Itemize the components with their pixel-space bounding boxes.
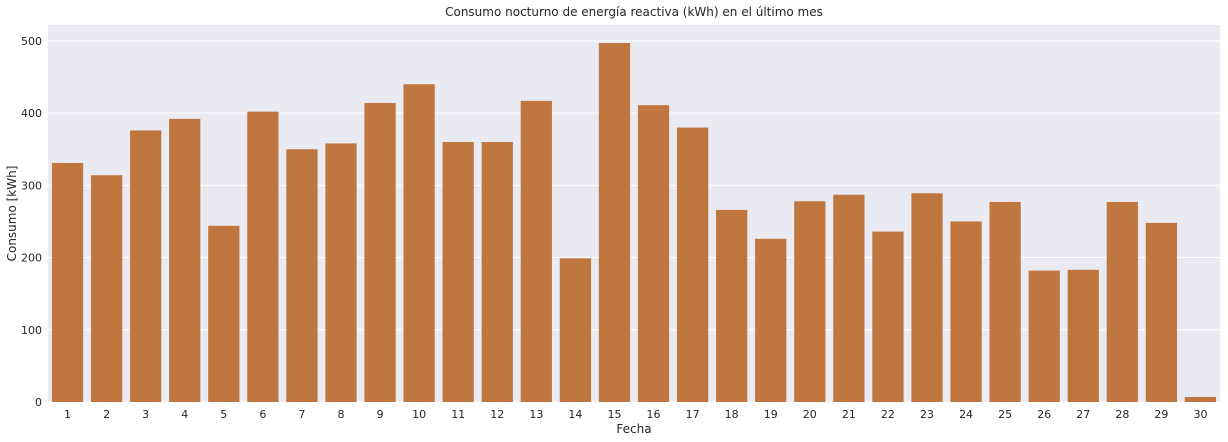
x-tick-label: 23 xyxy=(920,408,934,421)
bar-4 xyxy=(169,118,201,402)
x-tick-label: 13 xyxy=(529,408,543,421)
x-tick-label: 19 xyxy=(764,408,778,421)
bar-27 xyxy=(1067,269,1099,402)
x-tick-label: 3 xyxy=(142,408,149,421)
x-tick-label: 6 xyxy=(259,408,266,421)
bar-17 xyxy=(676,127,709,403)
bar-24 xyxy=(950,221,982,402)
x-tick-label: 18 xyxy=(725,408,739,421)
bar-16 xyxy=(637,105,670,403)
x-tick-labels: 1 2 3 4 5 6 7 8 9 10 11 12 13 14 15 16 17 18 19 20 21 22 23 24 2… xyxy=(64,408,1207,421)
bar-2 xyxy=(90,175,123,402)
x-tick-label: 20 xyxy=(803,408,817,421)
x-tick-label: 21 xyxy=(842,408,856,421)
bar-22 xyxy=(872,231,904,402)
x-tick-label: 2 xyxy=(103,408,110,421)
bar-18 xyxy=(716,209,748,402)
y-tick-label: 400 xyxy=(21,107,42,120)
x-tick-label: 10 xyxy=(412,408,426,421)
x-tick-label: 8 xyxy=(338,408,345,421)
x-tick-label: 5 xyxy=(220,408,227,421)
x-tick-label: 9 xyxy=(377,408,384,421)
bar-14 xyxy=(559,258,592,402)
bar-26 xyxy=(1028,270,1060,402)
y-tick-label: 300 xyxy=(21,179,42,192)
x-tick-label: 30 xyxy=(1193,408,1207,421)
x-axis-label: Fecha xyxy=(616,422,651,436)
x-tick-label: 22 xyxy=(881,408,895,421)
y-tick-label: 100 xyxy=(21,324,42,337)
y-tick-labels: 0 100 200 300 400 500 xyxy=(21,35,42,409)
y-tick-label: 200 xyxy=(21,252,42,265)
x-tick-label: 25 xyxy=(998,408,1012,421)
bar-20 xyxy=(794,201,826,402)
x-tick-label: 14 xyxy=(568,408,582,421)
bar-7 xyxy=(286,149,318,402)
bar-12 xyxy=(481,142,513,402)
y-tick-label: 0 xyxy=(35,396,42,409)
bar-3 xyxy=(130,130,162,402)
bar-1 xyxy=(51,162,84,402)
y-axis-label: Consumo [kWh] xyxy=(5,166,19,262)
x-tick-label: 26 xyxy=(1037,408,1051,421)
x-tick-label: 24 xyxy=(959,408,973,421)
x-tick-label: 4 xyxy=(181,408,188,421)
bar-9 xyxy=(364,103,396,402)
bar-8 xyxy=(325,143,357,402)
bar-30 xyxy=(1184,396,1217,402)
bar-15 xyxy=(598,43,631,403)
x-tick-label: 1 xyxy=(64,408,71,421)
bar-21 xyxy=(833,194,865,402)
x-tick-label: 28 xyxy=(1115,408,1129,421)
x-tick-label: 27 xyxy=(1076,408,1090,421)
x-tick-label: 16 xyxy=(647,408,661,421)
bar-11 xyxy=(442,142,474,402)
x-tick-label: 12 xyxy=(490,408,504,421)
bar-23 xyxy=(911,193,943,402)
bars xyxy=(51,43,1217,403)
bar-25 xyxy=(989,201,1021,402)
bar-13 xyxy=(520,100,552,402)
gridlines xyxy=(48,40,1220,403)
bar-5 xyxy=(208,225,240,402)
x-tick-label: 29 xyxy=(1154,408,1168,421)
x-tick-label: 11 xyxy=(451,408,465,421)
y-tick-label: 500 xyxy=(21,35,42,48)
bar-28 xyxy=(1106,201,1138,402)
bar-19 xyxy=(755,238,787,402)
x-tick-label: 17 xyxy=(686,408,700,421)
plot-area xyxy=(48,25,1220,402)
bar-29 xyxy=(1145,222,1178,402)
bar-10 xyxy=(403,84,435,402)
x-tick-label: 15 xyxy=(607,408,621,421)
chart-title: Consumo nocturno de energía reactiva (kW… xyxy=(445,5,823,19)
x-tick-label: 7 xyxy=(298,408,305,421)
bar-6 xyxy=(247,111,279,403)
